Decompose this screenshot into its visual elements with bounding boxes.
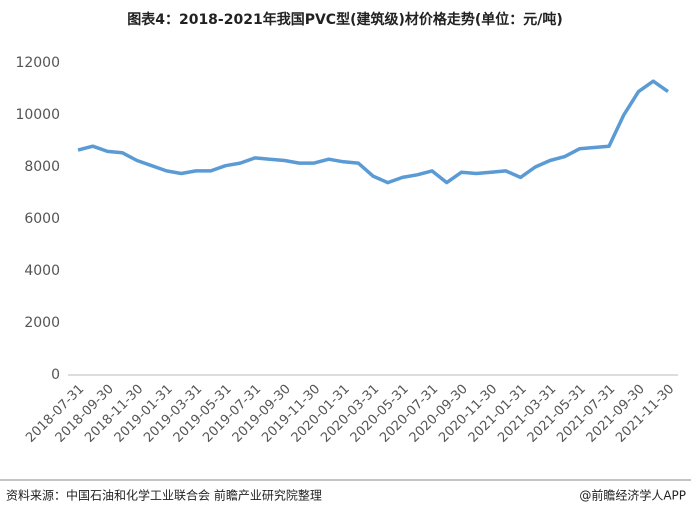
y-tick-label: 0 bbox=[51, 367, 60, 383]
line bbox=[77, 79, 670, 185]
chart-title: 图表4：2018-2021年我国PVC型(建筑级)材价格走势(单位：元/吨) bbox=[127, 11, 563, 28]
y-tick-label: 12000 bbox=[15, 55, 60, 71]
y-tick-label: 8000 bbox=[24, 159, 60, 175]
source: 资料来源：中国石油和化学工业联合会 前瞻产业研究院整理 bbox=[6, 488, 322, 503]
y-tick-label: 6000 bbox=[24, 211, 60, 227]
y-tick-label: 2000 bbox=[24, 315, 60, 331]
y-tick-label: 4000 bbox=[24, 263, 60, 279]
y-tick-label: 10000 bbox=[15, 107, 60, 123]
credit: @前瞻经济学人APP bbox=[579, 488, 686, 503]
